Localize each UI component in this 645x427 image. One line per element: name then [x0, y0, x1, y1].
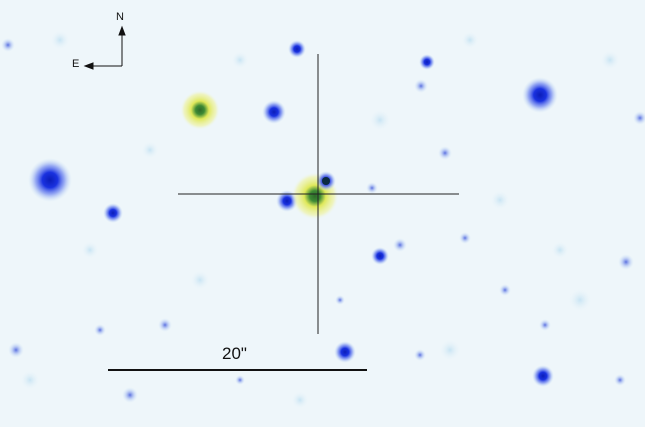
star [419, 54, 435, 70]
star [28, 158, 72, 202]
background-noise [20, 30, 620, 409]
star [262, 100, 286, 124]
scale-bar-label: 20" [222, 344, 247, 363]
star [522, 77, 558, 113]
star [532, 365, 554, 387]
yellow-objects [180, 90, 339, 220]
yellow-source [180, 90, 220, 130]
star [103, 203, 123, 223]
star [334, 341, 356, 363]
east-label: E [72, 58, 80, 70]
crosshair [178, 54, 459, 334]
star [288, 40, 306, 58]
faint-stars [1, 38, 645, 403]
bright-stars [28, 40, 558, 387]
star [371, 247, 389, 265]
north-label: N [116, 11, 124, 23]
compass [83, 25, 126, 70]
